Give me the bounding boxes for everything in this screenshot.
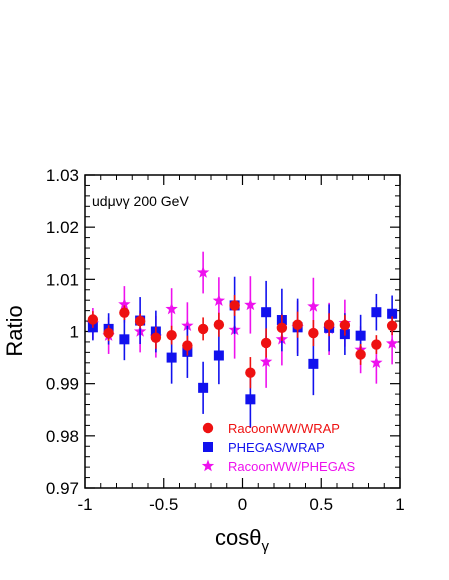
chart-annotation: udμνγ 200 GeV [92, 193, 189, 209]
data-point-circle [119, 307, 130, 318]
data-point-circle [260, 337, 272, 349]
legend: RacoonWW/WRAP PHEGAS/WRAP RacoonWW/PHEGAS [201, 421, 355, 474]
data-point-square [198, 382, 209, 393]
y-tick-label: 0.99 [46, 375, 79, 394]
data-point-square [119, 334, 130, 345]
legend-label: RacoonWW/WRAP [228, 421, 340, 436]
x-axis-label-subscript: γ [261, 538, 269, 555]
data-point-square [245, 394, 256, 405]
y-tick-label: 0.98 [46, 427, 79, 446]
data-point-circle [87, 314, 99, 325]
y-tick-label: 1.03 [46, 166, 79, 185]
data-point-star [385, 337, 399, 349]
data-point-square [308, 358, 319, 369]
legend-marker-circle [202, 422, 214, 434]
data-point-star [118, 297, 131, 310]
series-racoonww-wrap [87, 294, 398, 389]
data-point-square [387, 308, 398, 319]
data-point-circle [150, 332, 162, 343]
data-point-circle [371, 339, 382, 350]
y-tick-label: 1.02 [46, 218, 79, 237]
legend-label: RacoonWW/PHEGAS [228, 459, 355, 474]
data-point-star [212, 294, 226, 306]
data-point-square [355, 330, 366, 341]
data-point-star [181, 319, 194, 332]
data-point-circle [386, 320, 398, 331]
x-tick-label: -0.5 [149, 495, 178, 514]
y-tick-label: 0.97 [46, 479, 79, 498]
data-point-circle [355, 349, 366, 360]
data-point-circle [182, 340, 193, 351]
data-point-circle [276, 322, 288, 334]
data-point-square [371, 307, 382, 318]
x-axis-label-main: cosθ [215, 525, 261, 550]
data-point-circle [134, 315, 146, 327]
data-point-circle [103, 327, 114, 339]
x-tick-labels: -1 -0.5 0 0.5 1 [77, 495, 404, 514]
y-tick-labels: 0.97 0.98 0.99 1 1.01 1.02 1.03 [46, 166, 79, 498]
x-axis-label: cosθγ [215, 525, 269, 555]
data-point-square [261, 307, 272, 318]
data-point-star [307, 299, 320, 312]
y-tick-label: 1 [70, 323, 79, 342]
data-point-circle [213, 319, 225, 330]
x-tick-label: 1 [395, 495, 404, 514]
x-tick-label: 0 [238, 495, 247, 514]
data-point-circle [245, 367, 256, 378]
series-phegas-wrap [87, 276, 398, 429]
data-point-circle [197, 323, 209, 335]
y-tick-label: 1.01 [46, 270, 79, 289]
x-tick-label: -1 [77, 495, 92, 514]
data-point-square [166, 352, 177, 363]
y-axis-label: Ratio [2, 305, 27, 356]
data-point-circle [292, 319, 303, 330]
legend-marker-star [201, 459, 215, 472]
data-point-circle [308, 327, 319, 339]
data-point-circle [229, 300, 240, 311]
legend-label: PHEGAS/WRAP [228, 440, 325, 455]
data-point-star [165, 302, 178, 315]
series-racoonww-phegas [86, 251, 399, 388]
data-marks [86, 251, 399, 429]
data-point-star [259, 355, 273, 368]
data-point-star [370, 356, 383, 369]
data-point-star [244, 298, 257, 311]
data-point-star [196, 266, 210, 278]
data-point-square [213, 350, 224, 361]
data-point-circle [323, 319, 335, 330]
x-tick-label: 0.5 [309, 495, 333, 514]
data-point-circle [166, 329, 177, 341]
data-point-circle [339, 320, 351, 331]
legend-marker-square [203, 442, 213, 452]
